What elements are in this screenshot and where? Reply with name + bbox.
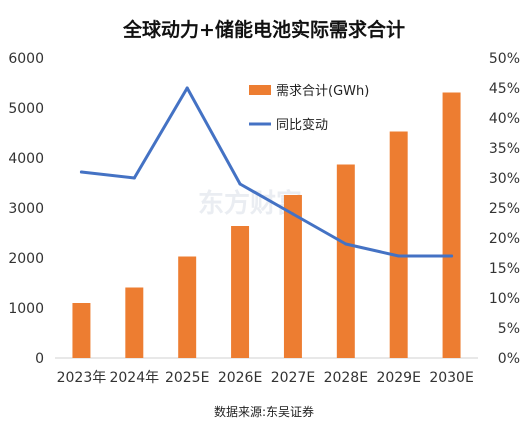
bar-series xyxy=(72,92,461,358)
y-axis-right: 0% 5% 10% 15% 20% 25% 30% 35% 40% 45% 50% xyxy=(489,51,520,367)
y-right-tick-label: 10% xyxy=(489,291,520,307)
y-left-tick-label: 0 xyxy=(35,351,44,367)
y-left-tick-label: 2000 xyxy=(8,251,44,267)
line-point xyxy=(79,170,83,174)
y-right-tick-label: 45% xyxy=(489,81,520,97)
line-path xyxy=(79,86,454,258)
y-right-tick-label: 30% xyxy=(489,171,520,187)
legend-bar-swatch xyxy=(249,85,271,95)
y-right-tick-label: 35% xyxy=(489,141,520,157)
x-tick-label: 2023年 xyxy=(57,370,107,386)
line-point xyxy=(344,242,348,246)
line-point xyxy=(238,182,242,186)
x-tick-label: 2028E xyxy=(324,370,368,386)
y-right-tick-label: 5% xyxy=(498,321,520,337)
source-note: 数据来源:东吴证券 xyxy=(214,404,314,419)
x-tick-label: 2026E xyxy=(218,370,262,386)
x-tick-label: 2025E xyxy=(165,370,209,386)
x-tick-label: 2030E xyxy=(429,370,473,386)
x-tick-label: 2027E xyxy=(271,370,315,386)
y-right-tick-label: 20% xyxy=(489,231,520,247)
chart-title: 全球动力+储能电池实际需求合计 xyxy=(122,18,405,41)
line-point xyxy=(185,86,189,90)
y-axis-left: 0 1000 2000 3000 4000 5000 6000 xyxy=(8,51,44,367)
y-right-tick-label: 25% xyxy=(489,201,520,217)
x-tick-label: 2024年 xyxy=(109,370,159,386)
bar xyxy=(389,131,408,358)
bar xyxy=(231,226,250,358)
bar xyxy=(283,195,302,358)
y-left-tick-label: 4000 xyxy=(8,151,44,167)
legend: 需求合计(GWh) 同比变动 xyxy=(249,84,369,133)
bar xyxy=(336,164,355,358)
legend-bar-label: 需求合计(GWh) xyxy=(276,84,369,99)
x-axis: 2023年 2024年 2025E 2026E 2027E 2028E 2029E 2030E xyxy=(55,357,478,386)
line-point xyxy=(132,176,136,180)
bar xyxy=(442,92,461,358)
y-right-tick-label: 40% xyxy=(489,111,520,127)
line-point xyxy=(450,254,454,258)
y-right-tick-label: 50% xyxy=(489,51,520,67)
y-left-tick-label: 5000 xyxy=(8,101,44,117)
bar xyxy=(178,256,197,358)
y-right-tick-label: 0% xyxy=(498,351,520,367)
line-point xyxy=(291,212,295,216)
bar xyxy=(72,303,91,358)
bar xyxy=(125,287,144,358)
line-point xyxy=(397,254,401,258)
y-left-tick-label: 6000 xyxy=(8,51,44,67)
x-tick-label: 2029E xyxy=(376,370,420,386)
legend-line-label: 同比变动 xyxy=(276,117,328,133)
y-left-tick-label: 3000 xyxy=(8,201,44,217)
line-series xyxy=(79,86,454,258)
y-right-tick-label: 15% xyxy=(489,261,520,277)
y-left-tick-label: 1000 xyxy=(8,301,44,317)
